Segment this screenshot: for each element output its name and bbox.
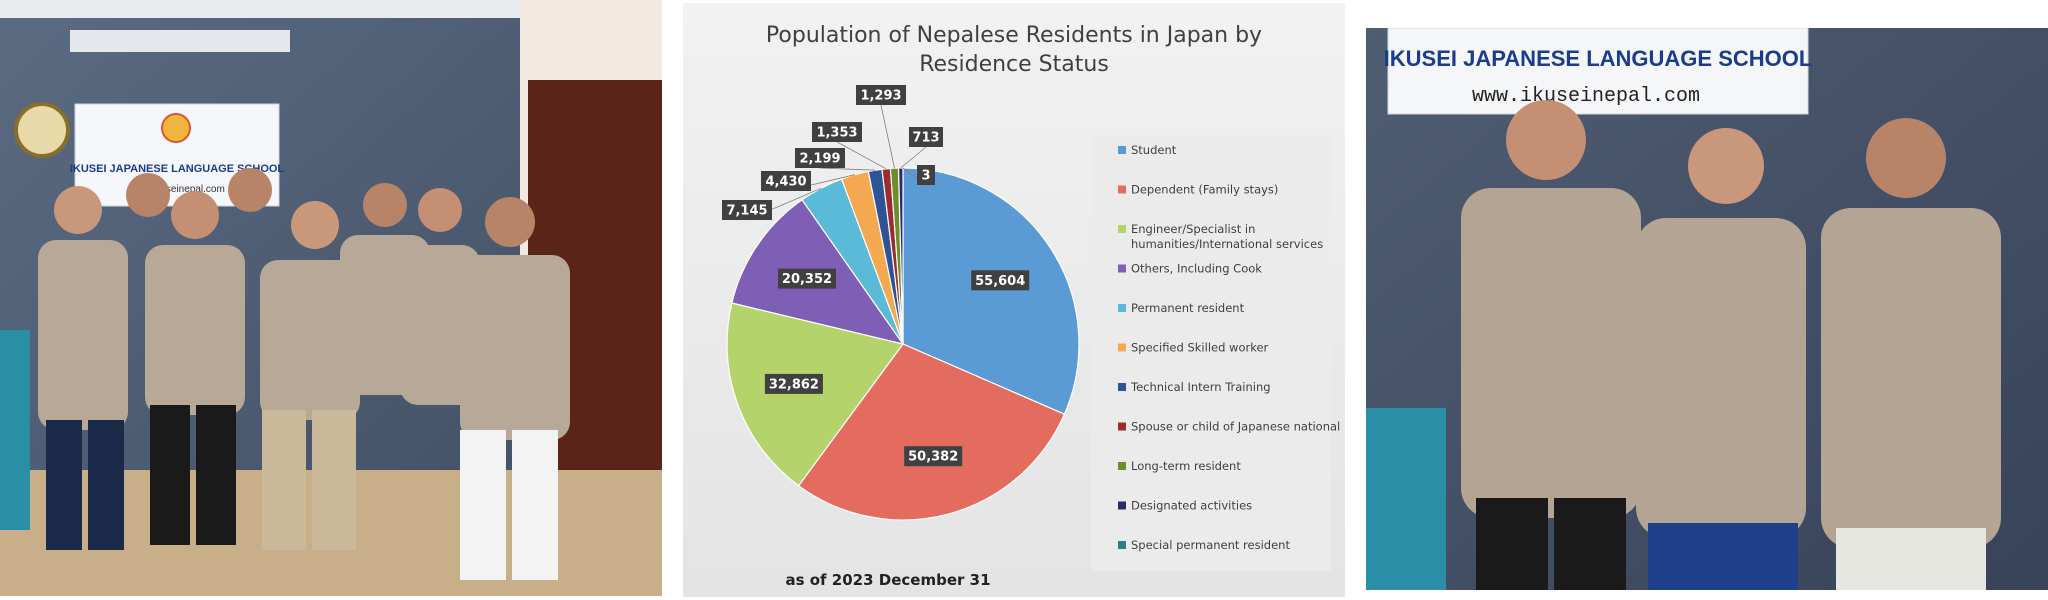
legend-swatch — [1118, 343, 1126, 352]
data-label-text: 2,199 — [799, 152, 840, 167]
photo-group-students: IKUSEI JAPANESE LANGUAGE SCHOOL www.ikus… — [0, 0, 662, 596]
data-label-text: 50,382 — [908, 450, 958, 465]
pie-slices — [726, 167, 1080, 521]
legend-swatch — [1118, 185, 1126, 194]
data-label-text: 1,293 — [860, 89, 901, 104]
legend-item-dependent-family-stays: Dependent (Family stays) — [1118, 183, 1278, 197]
pie-slice-engineer-specialist-in-humanities-international-services — [726, 302, 905, 487]
students-left — [38, 168, 570, 580]
legend-label: Dependent (Family stays) — [1131, 183, 1278, 197]
legend-item-special-permanent-resident: Special permanent resident — [1118, 538, 1290, 552]
data-label-text: 55,604 — [975, 274, 1025, 289]
photo-group-students-image: IKUSEI JAPANESE LANGUAGE SCHOOL www.ikus… — [0, 0, 662, 596]
pie-leader-lines — [746, 104, 927, 221]
legend-swatch — [1118, 264, 1126, 273]
data-label-box — [764, 373, 823, 394]
chart-title-line1: Population of Nepalese Residents in Japa… — [766, 23, 1262, 48]
legend-label: Spouse or child of Japanese national — [1131, 420, 1340, 434]
data-label-text: 32,862 — [769, 377, 819, 392]
data-label-box — [904, 446, 963, 467]
data-label-text: 3 — [921, 169, 930, 184]
chart-title-line2: Residence Status — [919, 52, 1109, 77]
data-label-specified-skilled-worker: 4,430 — [761, 171, 811, 191]
legend-swatch — [1118, 462, 1126, 470]
data-label-box — [812, 122, 862, 142]
data-label-text: 1,353 — [816, 126, 857, 141]
data-label-text: 20,352 — [782, 272, 832, 287]
data-label-box — [722, 200, 772, 220]
legend-item-long-term-resident: Long-term resident — [1118, 459, 1241, 473]
data-label-box — [909, 127, 943, 147]
school-sign-right: IKUSEI JAPANESE LANGUAGE SCHOOL www.ikus… — [1384, 28, 1813, 115]
legend-item-specified-skilled-worker: Specified Skilled worker — [1118, 341, 1269, 355]
chart-legend: Student Dependent (Family stays) Engineer/… — [1118, 143, 1340, 552]
data-label-spouse-or-child-of-japanese-national: 1,353 — [812, 122, 862, 142]
pie-chart-panel: Population of Nepalese Residents in Japa… — [683, 3, 1345, 597]
school-sign-left-text: IKUSEI JAPANESE LANGUAGE SCHOOL — [70, 163, 285, 175]
data-label-designated-activities: 713 — [909, 127, 943, 147]
legend-label: Permanent resident — [1131, 301, 1245, 315]
legend-swatch — [1118, 422, 1126, 431]
data-label-long-term-resident: 1,293 — [856, 85, 906, 105]
legend-box — [1091, 137, 1331, 571]
legend-item-permanent-resident: Permanent resident — [1118, 301, 1245, 315]
photo-three-students: IKUSEI JAPANESE LANGUAGE SCHOOL www.ikus… — [1366, 28, 2048, 590]
legend-swatch — [1118, 501, 1126, 510]
pie-data-labels: 55,604 50,382 32,862 20,352 7,145 4,430 2,199 1… — [722, 85, 1030, 467]
data-label-box — [761, 171, 811, 191]
data-label-others-including-cook: 20,352 — [778, 268, 836, 289]
legend-label: Technical Intern Training — [1130, 380, 1271, 394]
legend-label: Long-term resident — [1131, 459, 1241, 473]
legend-label: Special permanent resident — [1131, 538, 1290, 552]
data-label-text: 7,145 — [726, 204, 767, 219]
data-label-permanent-resident: 7,145 — [722, 200, 772, 220]
legend-label: Engineer/Specialist in humanities/Interna… — [1131, 222, 1323, 251]
students-right — [1461, 100, 2001, 590]
chart-date-note: as of 2023 December 31 — [785, 571, 990, 589]
data-label-text: 713 — [912, 131, 939, 146]
legend-label: Others, Including Cook — [1131, 262, 1262, 276]
data-label-technical-intern-training: 2,199 — [795, 148, 845, 168]
legend-label: Student — [1131, 143, 1177, 157]
data-label-student: 55,604 — [971, 270, 1030, 291]
legend-label: Specified Skilled worker — [1131, 341, 1269, 355]
legend-swatch — [1118, 304, 1126, 312]
data-label-special-permanent-resident: 3 — [917, 165, 935, 185]
legend-item-engineer-specialist-in-humanities-international-services: Engineer/Specialist in humanities/Interna… — [1118, 222, 1323, 251]
school-sign-right-url: www.ikuseinepal.com — [1472, 85, 1700, 108]
data-label-box — [795, 148, 845, 168]
photo-three-students-image: IKUSEI JAPANESE LANGUAGE SCHOOL www.ikus… — [1366, 28, 2048, 590]
leader-line-long-term-resident — [880, 104, 895, 169]
legend-item-spouse-or-child-of-japanese-national: Spouse or child of Japanese national — [1118, 420, 1340, 434]
leader-line-designated-activities — [900, 146, 927, 169]
data-label-box — [778, 268, 836, 289]
data-label-box — [856, 85, 906, 105]
legend-label: Designated activities — [1131, 499, 1252, 513]
pie-slice-student — [902, 167, 1080, 416]
data-label-box — [917, 165, 935, 185]
pie-chart: Population of Nepalese Residents in Japa… — [722, 23, 1340, 589]
legend-swatch — [1118, 383, 1126, 391]
leader-line-spouse-or-child-of-japanese-national — [836, 141, 887, 170]
school-sign-right-text: IKUSEI JAPANESE LANGUAGE SCHOOL — [1384, 46, 1813, 71]
data-label-engineer-specialist-in-humanities-international-services: 32,862 — [764, 373, 823, 394]
data-label-box — [971, 270, 1030, 291]
legend-swatch — [1118, 146, 1126, 154]
legend-item-others-including-cook: Others, Including Cook — [1118, 262, 1262, 276]
pie-slice-dependent-family-stays — [797, 343, 1066, 521]
legend-item-designated-activities: Designated activities — [1118, 499, 1252, 513]
school-sign-left-url: www.ikuseinepal.com — [128, 184, 225, 195]
legend-swatch — [1118, 541, 1126, 549]
data-label-text: 4,430 — [765, 175, 806, 190]
legend-swatch — [1118, 225, 1126, 233]
legend-item-student: Student — [1118, 143, 1177, 157]
legend-item-technical-intern-training: Technical Intern Training — [1118, 380, 1271, 394]
data-label-dependent-family-stays: 50,382 — [904, 446, 963, 467]
leader-line-technical-intern-training — [819, 167, 876, 171]
